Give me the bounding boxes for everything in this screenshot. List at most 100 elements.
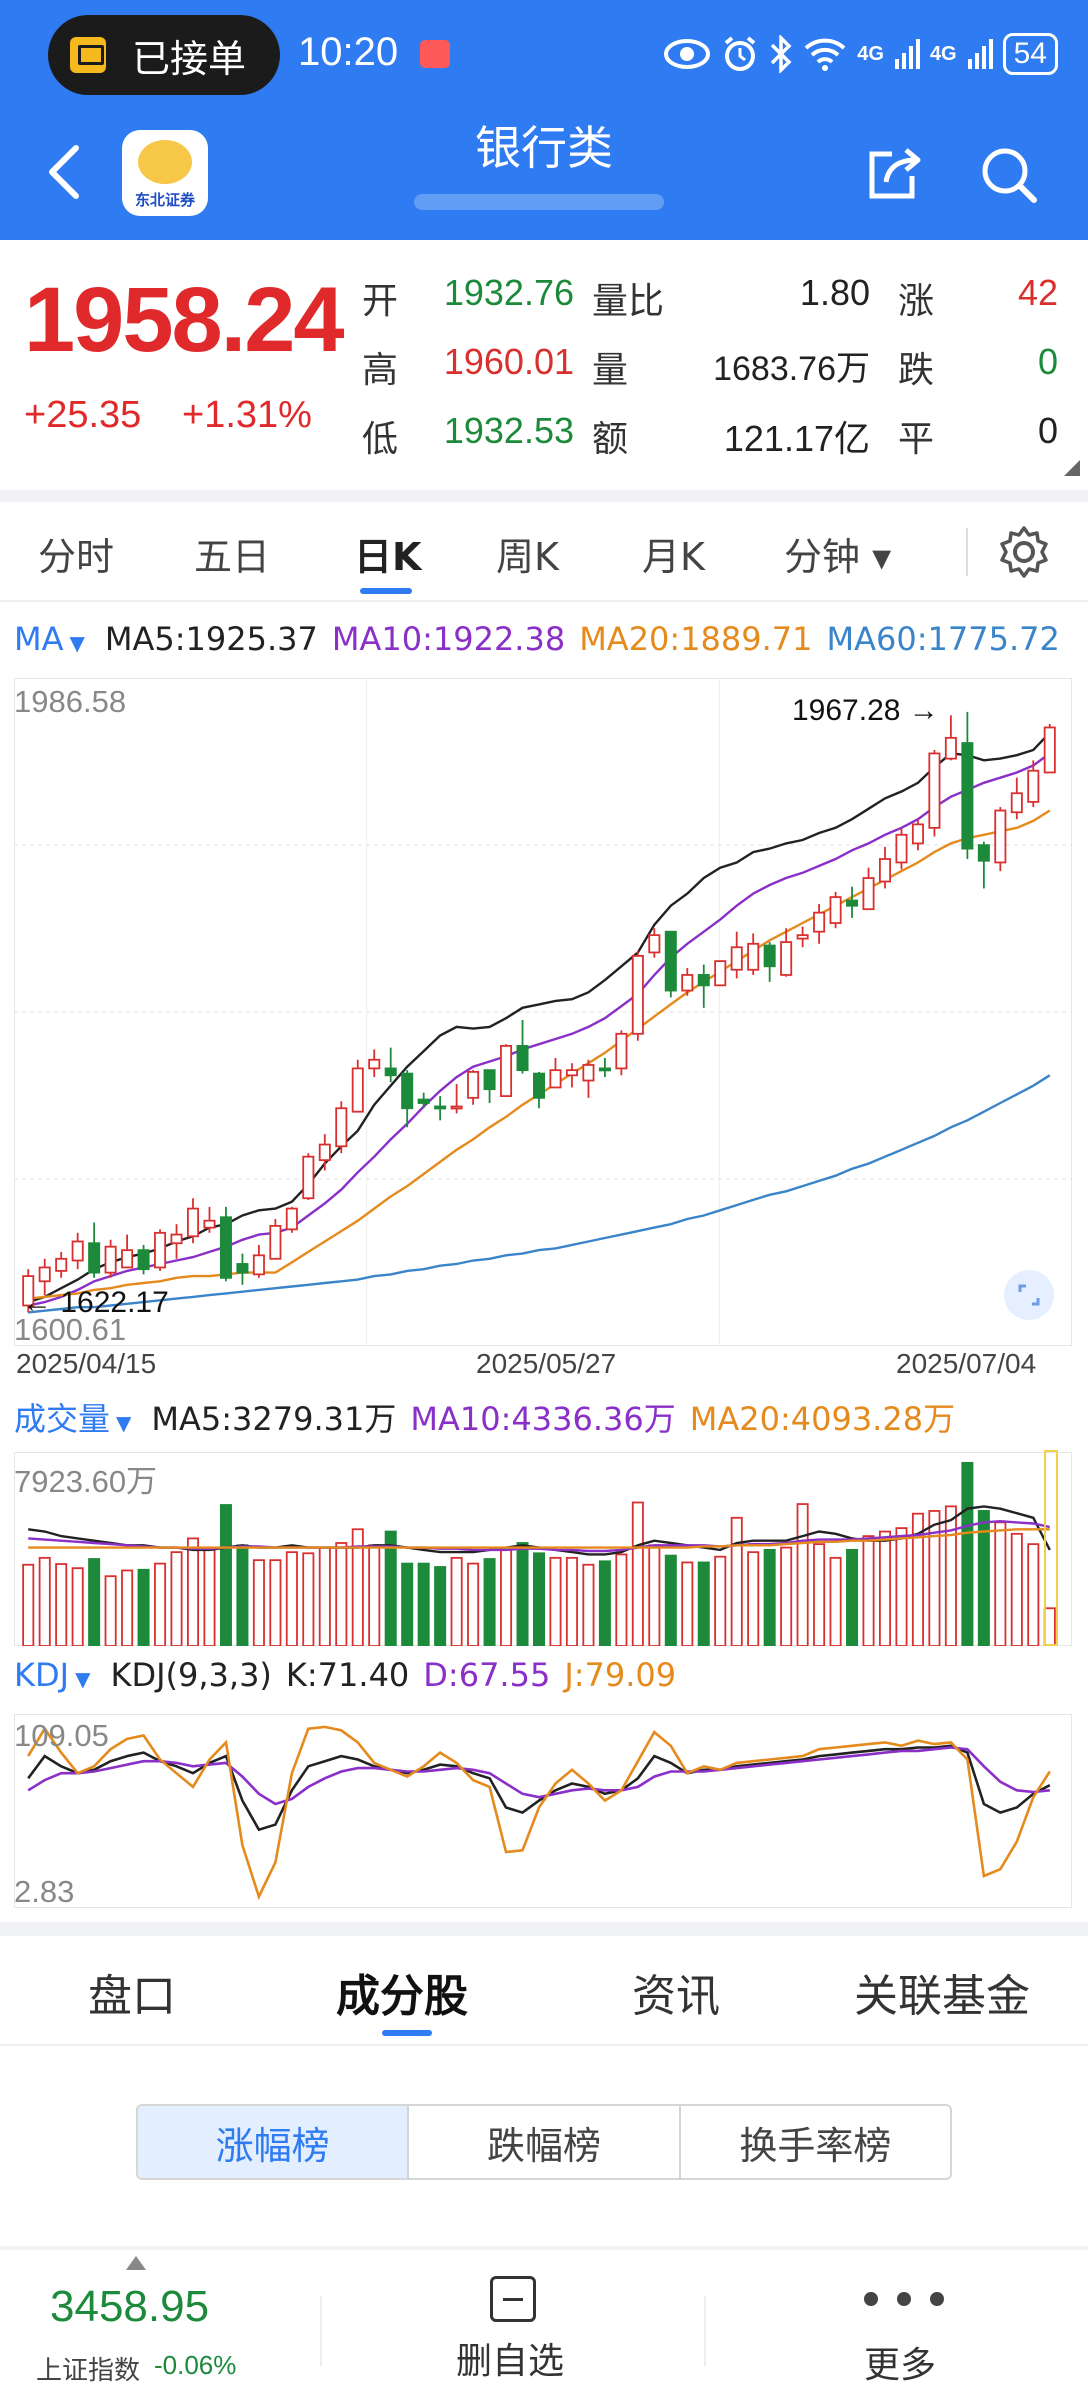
- page-subtitle: [414, 186, 674, 216]
- candle-body: [747, 942, 760, 971]
- volume-bar: [565, 1556, 578, 1646]
- volume-bar: [648, 1544, 661, 1646]
- losers-segment[interactable]: 跌幅榜: [409, 2106, 681, 2178]
- candle-body: [384, 1067, 397, 1077]
- open-label: 开: [362, 281, 399, 322]
- gear-icon[interactable]: [996, 524, 1052, 580]
- volume-bar: [186, 1537, 200, 1646]
- logo-text: 东北证券: [134, 191, 195, 209]
- volume-bar: [434, 1566, 447, 1646]
- candle-body: [269, 1225, 282, 1260]
- volume-bar: [38, 1556, 51, 1646]
- candle-body: [598, 1067, 611, 1072]
- candle-body: [549, 1069, 562, 1089]
- kdj-chart[interactable]: [14, 1714, 1072, 1908]
- active-tab-indicator: [360, 588, 412, 594]
- candle-body: [467, 1070, 480, 1099]
- volume-bar: [483, 1558, 496, 1646]
- tab-weekly-k[interactable]: 周K: [496, 535, 559, 579]
- page-title: 银行类: [475, 121, 613, 175]
- expand-up-icon[interactable]: [126, 2256, 146, 2270]
- volume-bar: [796, 1503, 809, 1646]
- down-count: 0: [1037, 341, 1058, 382]
- index-value[interactable]: 3458.95: [50, 2282, 210, 2331]
- order-taken-pill[interactable]: 已接单: [48, 15, 280, 95]
- divider: [0, 2246, 1088, 2250]
- volume-bar: [846, 1548, 859, 1646]
- share-icon[interactable]: [864, 146, 924, 202]
- candle-body: [829, 896, 842, 924]
- kline-y-min: 1600.61: [14, 1312, 127, 1347]
- candle-body: [1027, 769, 1040, 803]
- search-icon[interactable]: [978, 144, 1040, 206]
- turnover-segment[interactable]: 换手率榜: [739, 2123, 892, 2168]
- kline-chart[interactable]: [14, 678, 1072, 1346]
- candle-body: [1010, 792, 1023, 814]
- candle-body: [664, 930, 677, 992]
- volume-label: 成交量: [14, 1400, 111, 1438]
- candle-body: [582, 1064, 595, 1082]
- low-label: 低: [362, 419, 399, 460]
- volume-bar: [615, 1553, 628, 1646]
- tab-monthly-k[interactable]: 月K: [642, 535, 705, 579]
- tab-order-book[interactable]: 盘口: [88, 1971, 176, 2022]
- divider: [0, 2044, 1088, 2046]
- vol-ma20-value: MA20:4093.28万: [689, 1400, 956, 1438]
- candle-body: [994, 809, 1007, 864]
- candle-body: [71, 1240, 84, 1262]
- gainers-segment[interactable]: 涨幅榜: [138, 2106, 410, 2178]
- candle-body: [928, 752, 941, 829]
- ma5-value: MA5:1925.37: [104, 620, 318, 658]
- notification-icon: [420, 40, 450, 68]
- tab-daily-k[interactable]: 日K: [354, 535, 422, 579]
- candle-body: [780, 941, 793, 976]
- volume-bar: [302, 1552, 315, 1646]
- volume-bar: [878, 1530, 892, 1646]
- volume-bar: [88, 1558, 101, 1646]
- kdj-d-value: D:67.55: [423, 1656, 551, 1694]
- kdj-params: KDJ(9,3,3): [110, 1656, 272, 1694]
- candle-body: [335, 1107, 348, 1148]
- candle-body: [615, 1032, 628, 1070]
- tab-constituents[interactable]: 成分股: [336, 1971, 468, 2022]
- volume-bar: [763, 1548, 776, 1646]
- volume-bar: [22, 1563, 35, 1646]
- expand-corner-icon[interactable]: [1064, 460, 1080, 476]
- volume-bar: [813, 1543, 826, 1646]
- candle-body: [516, 1045, 529, 1072]
- candle-body: [681, 974, 694, 992]
- volume-chart[interactable]: [14, 1452, 1072, 1646]
- kdj-legend: KDJ ▼ KDJ(9,3,3) K:71.40 D:67.55 J:79.09: [14, 1656, 690, 1694]
- volume-bar: [219, 1504, 232, 1646]
- volume-bar: [730, 1516, 743, 1646]
- amount-value: 121.17亿: [723, 418, 870, 459]
- back-icon[interactable]: [44, 142, 84, 202]
- pill-label: 已接单: [132, 38, 247, 81]
- signal-icon: [894, 39, 920, 69]
- tab-intraday[interactable]: 分时: [38, 535, 115, 579]
- candle-body: [450, 1105, 463, 1110]
- kdj-selector[interactable]: KDJ ▼: [14, 1656, 91, 1694]
- fullscreen-icon[interactable]: [1004, 1270, 1054, 1320]
- volume-bar: [335, 1542, 348, 1646]
- candle-body: [648, 934, 661, 954]
- candle-body: [532, 1072, 546, 1099]
- tab-related-funds[interactable]: 关联基金: [854, 1971, 1030, 2022]
- candle-body: [434, 1105, 447, 1110]
- candle-body: [236, 1263, 249, 1274]
- ma20-value: MA20:1889.71: [579, 620, 813, 658]
- battery-icon: 54: [1002, 33, 1058, 75]
- volume-bar: [252, 1559, 265, 1646]
- volume-selector[interactable]: 成交量 ▼: [14, 1400, 132, 1438]
- volume-bar: [532, 1552, 546, 1646]
- tab-minute[interactable]: 分钟 ▾: [784, 535, 892, 579]
- ma-selector[interactable]: MA ▼: [14, 620, 85, 658]
- max-price-marker: 1967.28 →: [792, 694, 939, 727]
- volume-bar: [516, 1542, 529, 1646]
- divider: [0, 1922, 1088, 1936]
- tab-five-day[interactable]: 五日: [194, 535, 271, 579]
- candle-body: [961, 742, 974, 850]
- candle-body: [55, 1257, 68, 1272]
- candle-body: [121, 1249, 134, 1269]
- tab-news[interactable]: 资讯: [632, 1971, 720, 2022]
